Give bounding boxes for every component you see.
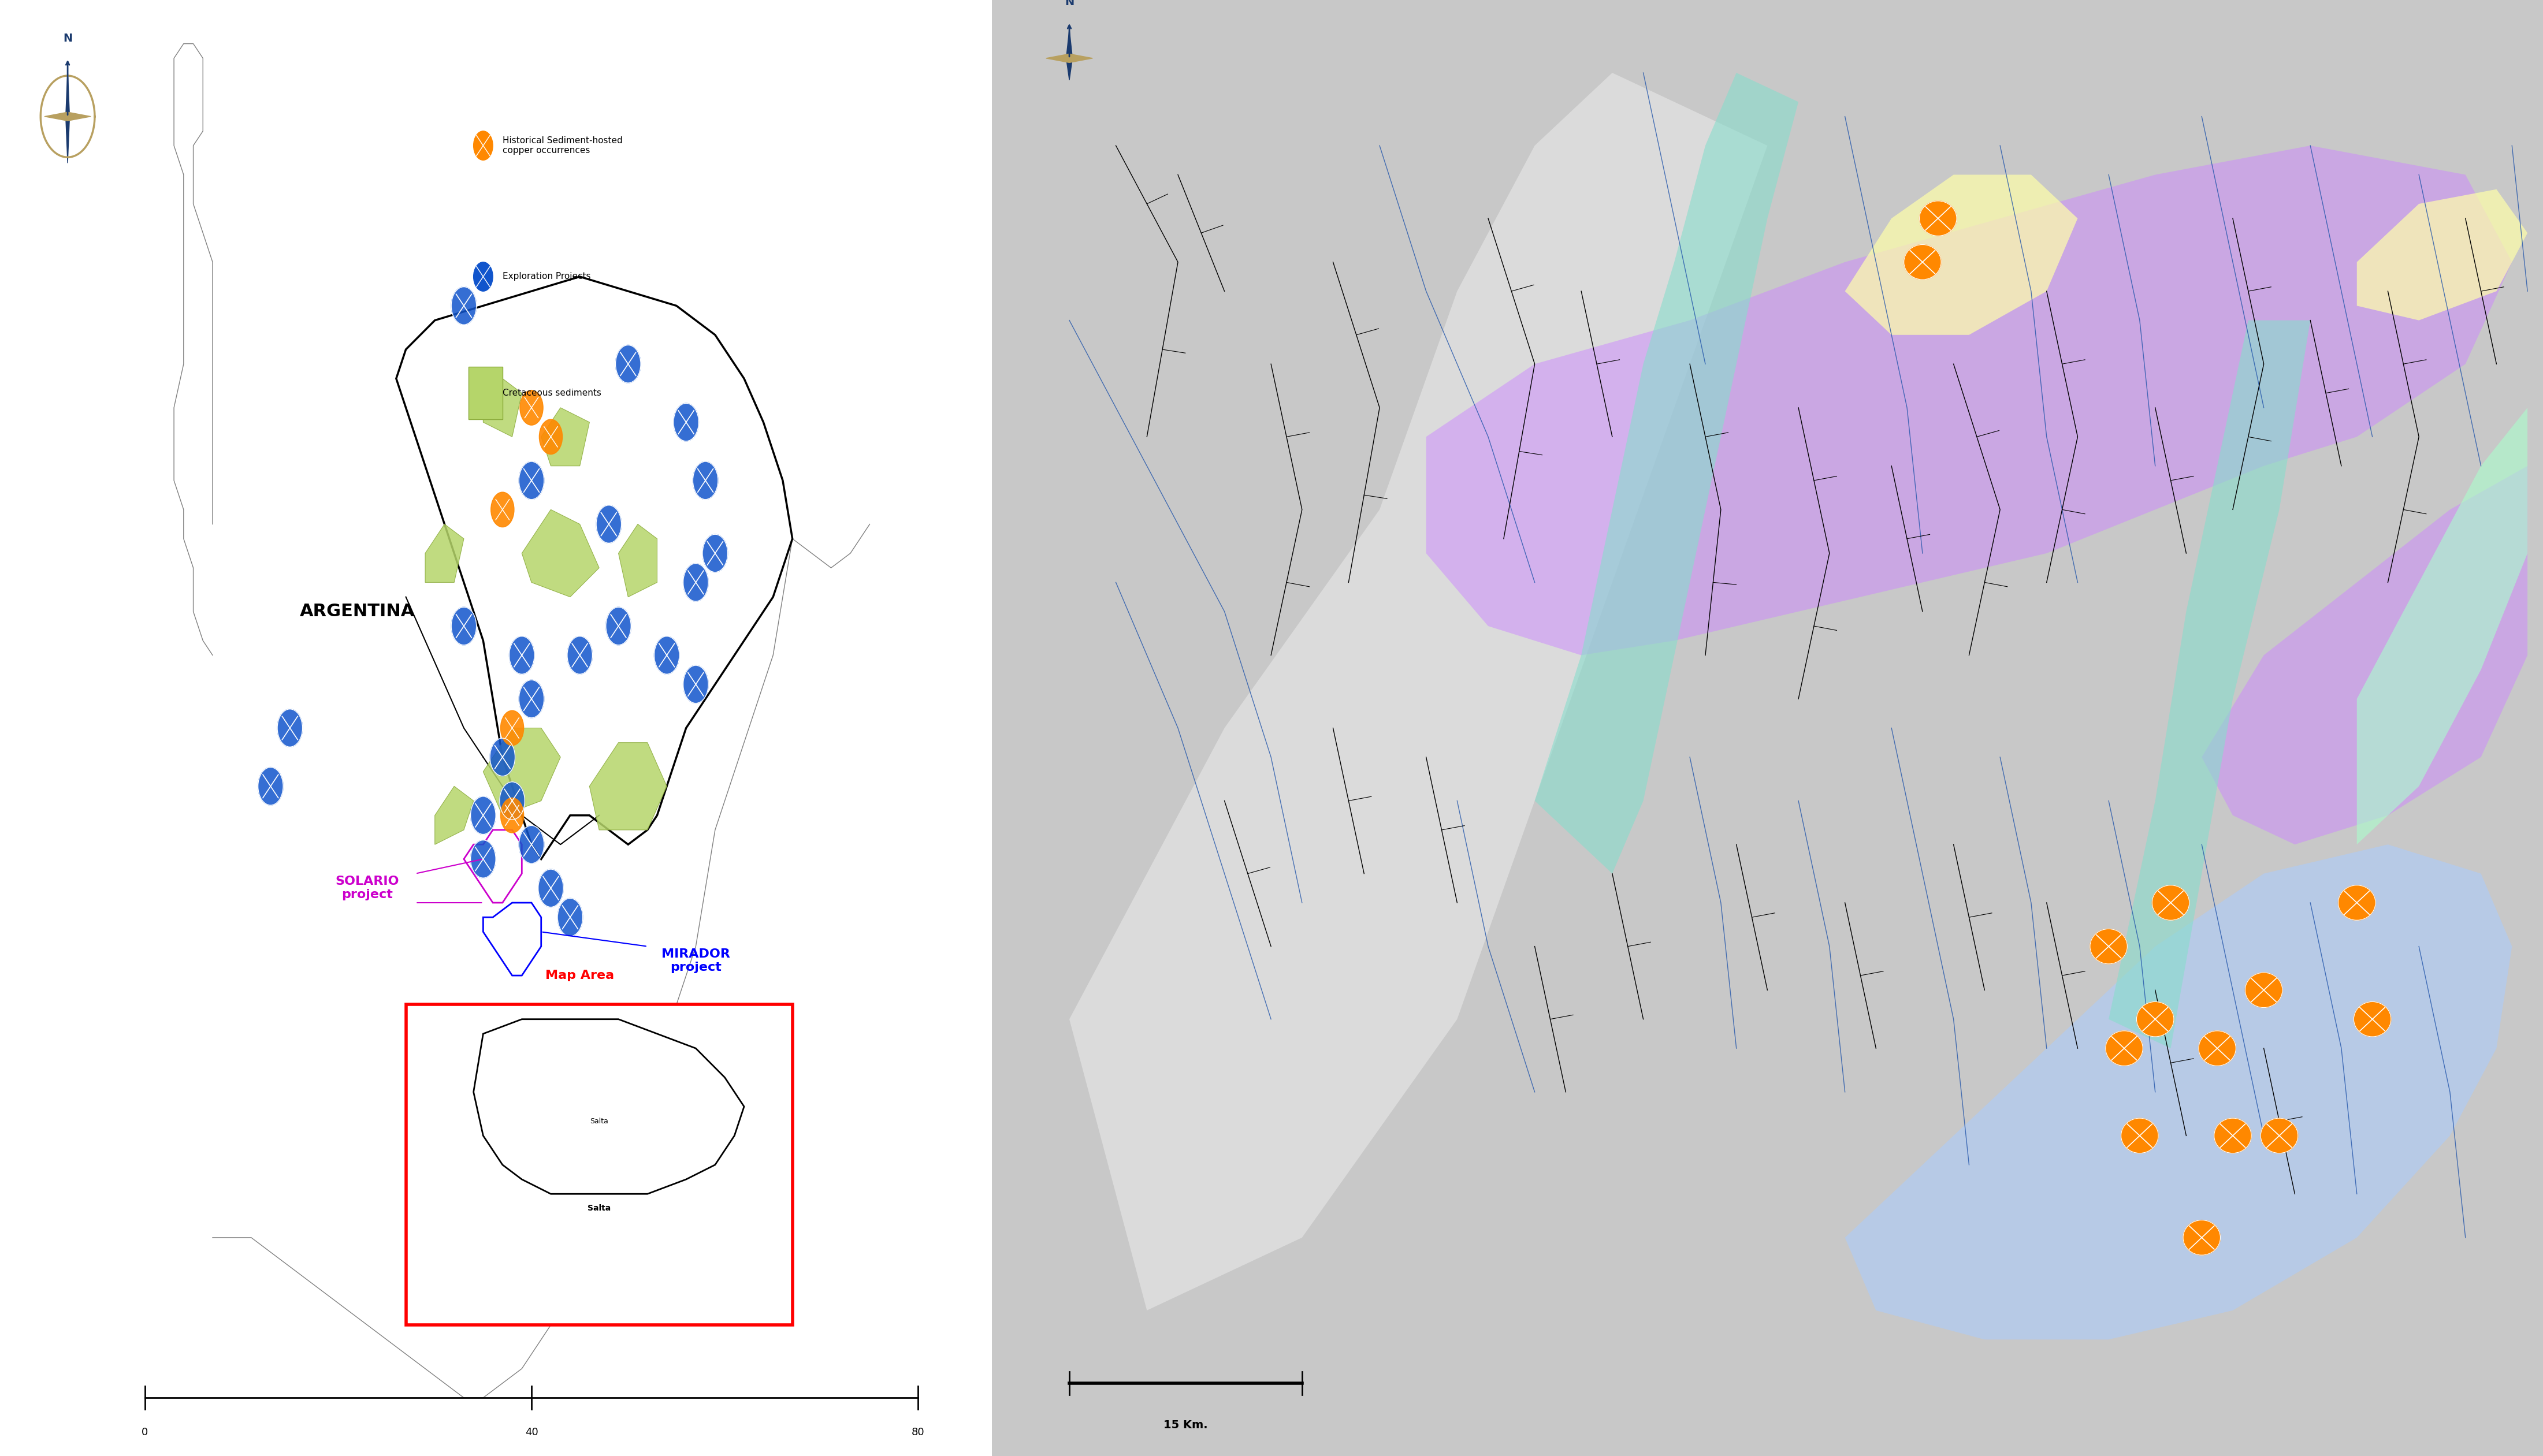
Circle shape [2136, 1002, 2174, 1037]
Circle shape [498, 782, 524, 820]
Text: ARGENTINA: ARGENTINA [300, 603, 415, 620]
Circle shape [519, 462, 544, 499]
Circle shape [2337, 885, 2375, 920]
Circle shape [501, 798, 524, 833]
Polygon shape [542, 408, 590, 466]
Circle shape [2200, 1031, 2235, 1066]
Circle shape [473, 262, 493, 291]
Circle shape [539, 419, 562, 454]
Circle shape [684, 563, 709, 601]
Polygon shape [2357, 408, 2528, 844]
Circle shape [519, 680, 544, 718]
Circle shape [567, 636, 593, 674]
Circle shape [470, 796, 496, 834]
Circle shape [257, 767, 282, 805]
Polygon shape [2357, 189, 2528, 320]
Circle shape [2106, 1031, 2144, 1066]
Circle shape [277, 709, 303, 747]
Polygon shape [1846, 175, 2078, 335]
Circle shape [557, 898, 582, 936]
Text: 15 Km.: 15 Km. [1165, 1420, 1208, 1431]
Circle shape [450, 607, 476, 645]
Circle shape [615, 345, 641, 383]
Polygon shape [483, 379, 521, 437]
Circle shape [501, 711, 524, 745]
Polygon shape [1846, 844, 2512, 1340]
Circle shape [2090, 929, 2128, 964]
Circle shape [2355, 1002, 2390, 1037]
Text: Map Area: Map Area [544, 970, 615, 981]
Circle shape [450, 287, 476, 325]
Circle shape [519, 826, 544, 863]
Text: MIRADOR
project: MIRADOR project [661, 948, 730, 974]
Text: 80: 80 [910, 1427, 926, 1437]
Circle shape [674, 403, 699, 441]
Polygon shape [590, 743, 666, 830]
Circle shape [509, 636, 534, 674]
Text: Exploration Projects: Exploration Projects [504, 272, 590, 281]
Circle shape [692, 462, 717, 499]
Circle shape [2215, 1118, 2251, 1153]
Text: Salta: Salta [587, 1204, 610, 1213]
FancyBboxPatch shape [407, 1005, 793, 1325]
Polygon shape [397, 277, 793, 859]
Circle shape [2261, 1118, 2299, 1153]
Polygon shape [1427, 146, 2512, 655]
Text: SOLARIO
project: SOLARIO project [336, 875, 399, 901]
Circle shape [491, 738, 516, 776]
Polygon shape [435, 786, 473, 844]
Text: Cretaceous sediments: Cretaceous sediments [504, 389, 600, 397]
Circle shape [519, 390, 544, 425]
Circle shape [2151, 885, 2190, 920]
Polygon shape [1533, 73, 1798, 874]
Polygon shape [66, 70, 69, 163]
Circle shape [473, 131, 493, 160]
Text: 40: 40 [524, 1427, 539, 1437]
Circle shape [491, 492, 514, 527]
Circle shape [1920, 201, 1956, 236]
Circle shape [470, 840, 496, 878]
Bar [468, 367, 504, 419]
Polygon shape [2108, 320, 2312, 1048]
Polygon shape [43, 112, 92, 121]
Text: 0: 0 [142, 1427, 147, 1437]
Polygon shape [2202, 466, 2528, 844]
Text: Salta: Salta [590, 1117, 608, 1125]
Polygon shape [425, 524, 463, 582]
Circle shape [605, 607, 631, 645]
Circle shape [539, 869, 565, 907]
Polygon shape [618, 524, 656, 597]
Circle shape [2245, 973, 2284, 1008]
Polygon shape [473, 1019, 745, 1194]
Text: Historical Sediment-hosted
copper occurrences: Historical Sediment-hosted copper occurr… [504, 137, 623, 154]
Polygon shape [1068, 73, 1767, 1310]
Circle shape [1905, 245, 1940, 280]
Circle shape [702, 534, 727, 572]
Circle shape [595, 505, 620, 543]
Polygon shape [521, 510, 600, 597]
Circle shape [684, 665, 709, 703]
Circle shape [654, 636, 679, 674]
Polygon shape [1045, 54, 1093, 63]
Text: N: N [1066, 0, 1073, 7]
Polygon shape [483, 728, 559, 815]
Text: N: N [64, 32, 71, 44]
Circle shape [2121, 1118, 2159, 1153]
Polygon shape [1066, 29, 1073, 80]
Circle shape [2182, 1220, 2220, 1255]
